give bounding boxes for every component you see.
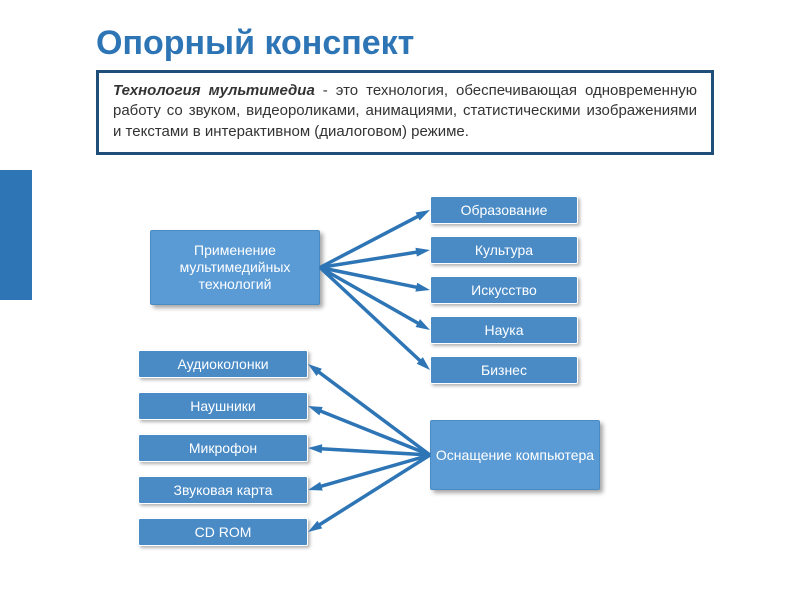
- node-equip-target-3: Звуковая карта: [138, 476, 308, 504]
- node-equip-target-2: Микрофон: [138, 434, 308, 462]
- node-app-target-0: Образование: [430, 196, 578, 224]
- accent-sidebar: [0, 170, 32, 300]
- node-equip-target-1: Наушники: [138, 392, 308, 420]
- node-equip-target-0: Аудиоколонки: [138, 350, 308, 378]
- node-app-target-1: Культура: [430, 236, 578, 264]
- node-equip-target-4: CD ROM: [138, 518, 308, 546]
- definition-term: Технология мультимедиа: [113, 82, 315, 99]
- node-app-target-2: Искусство: [430, 276, 578, 304]
- node-app-target-3: Наука: [430, 316, 578, 344]
- node-applications: Применение мультимедийных технологий: [150, 230, 320, 305]
- definition-box: Технология мультимедиа - это технология,…: [96, 70, 714, 155]
- page-title: Опорный конспект: [96, 24, 414, 63]
- node-app-target-4: Бизнес: [430, 356, 578, 384]
- node-equipment: Оснащение компьютера: [430, 420, 600, 490]
